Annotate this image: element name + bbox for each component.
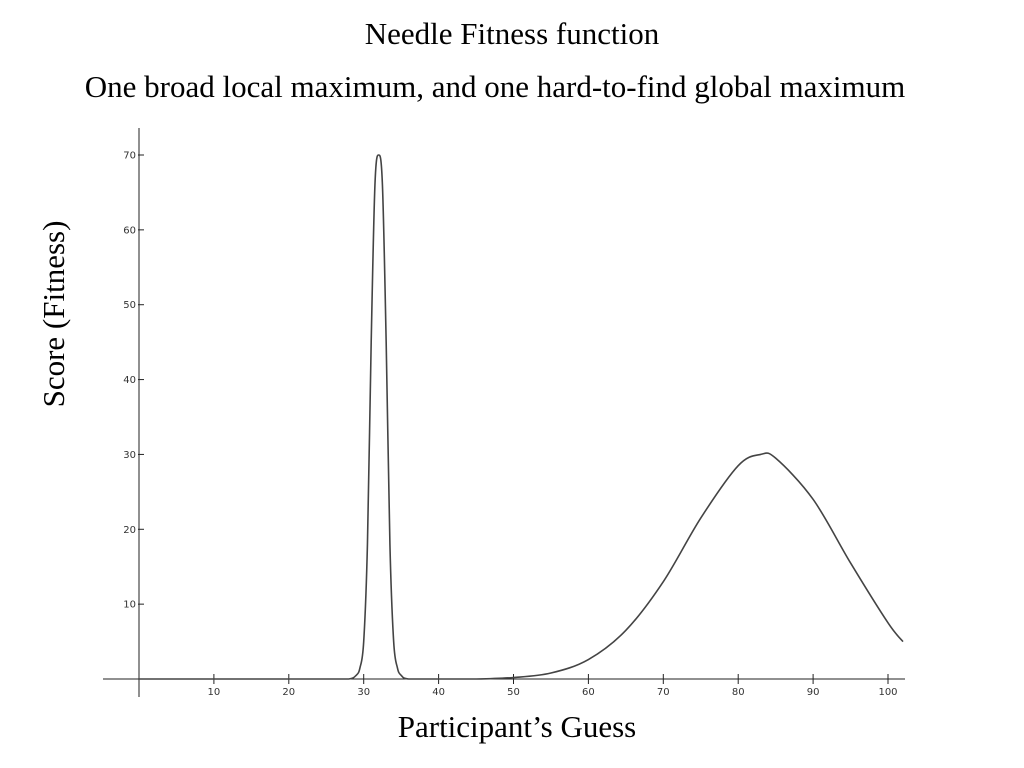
- y-tick-label: 60: [123, 225, 136, 236]
- axes: [103, 128, 905, 697]
- y-tick-label: 10: [123, 600, 136, 611]
- y-tick-label: 30: [123, 450, 136, 461]
- chart-subtitle: One broad local maximum, and one hard-to…: [84, 69, 906, 104]
- y-axis-label: Score (Fitness): [36, 220, 71, 408]
- y-tick-label: 20: [123, 525, 136, 536]
- x-tick-label: 70: [657, 687, 670, 698]
- series-layer: [139, 154, 904, 680]
- y-tick-label: 40: [123, 375, 136, 386]
- series-line-0: [139, 154, 904, 680]
- x-tick-label: 80: [732, 687, 745, 698]
- x-tick-label: 30: [357, 687, 370, 698]
- y-tick-label: 70: [123, 151, 136, 162]
- x-tick-label: 10: [208, 687, 221, 698]
- chart-title: Needle Fitness function: [364, 16, 660, 51]
- x-tick-label: 100: [878, 687, 897, 698]
- x-tick-label: 90: [807, 687, 820, 698]
- x-tick-label: 60: [582, 687, 595, 698]
- x-tick-label: 50: [507, 687, 520, 698]
- y-tick-label: 50: [123, 300, 136, 311]
- x-axis-label: Participant’s Guess: [397, 709, 637, 744]
- x-tick-label: 40: [432, 687, 445, 698]
- x-tick-label: 20: [282, 687, 295, 698]
- ticks: 10 20 30 40 50 60 70 80 90 100 10 20 30 40 50 60 70: [123, 151, 897, 699]
